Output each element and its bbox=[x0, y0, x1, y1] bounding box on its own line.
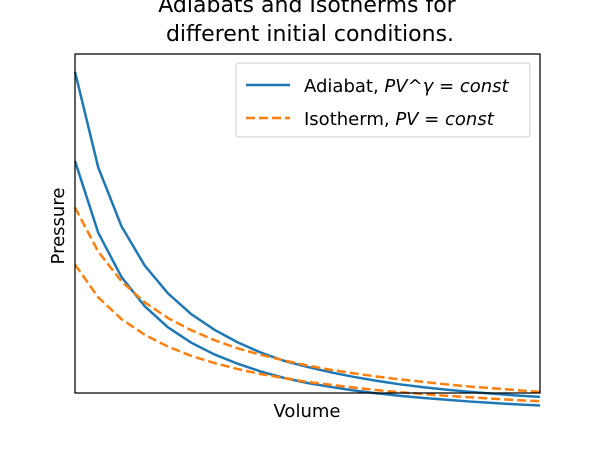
legend: Adiabat, PV^γ = const Isotherm, PV = con… bbox=[235, 62, 531, 138]
legend-label-adiabat-prefix: Adiabat, bbox=[304, 76, 384, 97]
plot-lines bbox=[73, 71, 541, 407]
chart-title-line-1: Adiabats and Isotherms for bbox=[158, 0, 456, 18]
series-line-adiabat-1 bbox=[73, 160, 541, 407]
series-line-isotherm-3 bbox=[73, 263, 541, 403]
legend-label-adiabat-formula: PV^γ = const bbox=[384, 76, 509, 97]
chart-title-line-2: different initial conditions. bbox=[166, 22, 454, 47]
legend-label-isotherm-formula: PV = const bbox=[395, 109, 494, 130]
legend-frame bbox=[235, 62, 531, 138]
legend-label-isotherm: Isotherm, PV = const bbox=[304, 109, 495, 130]
y-axis-label: Pressure bbox=[48, 188, 69, 265]
plot-frame bbox=[74, 53, 541, 394]
legend-label-adiabat: Adiabat, PV^γ = const bbox=[304, 76, 510, 97]
series-line-adiabat-0 bbox=[73, 71, 541, 399]
x-axis-label: Volume bbox=[274, 401, 341, 422]
legend-label-isotherm-prefix: Isotherm, bbox=[304, 109, 395, 130]
